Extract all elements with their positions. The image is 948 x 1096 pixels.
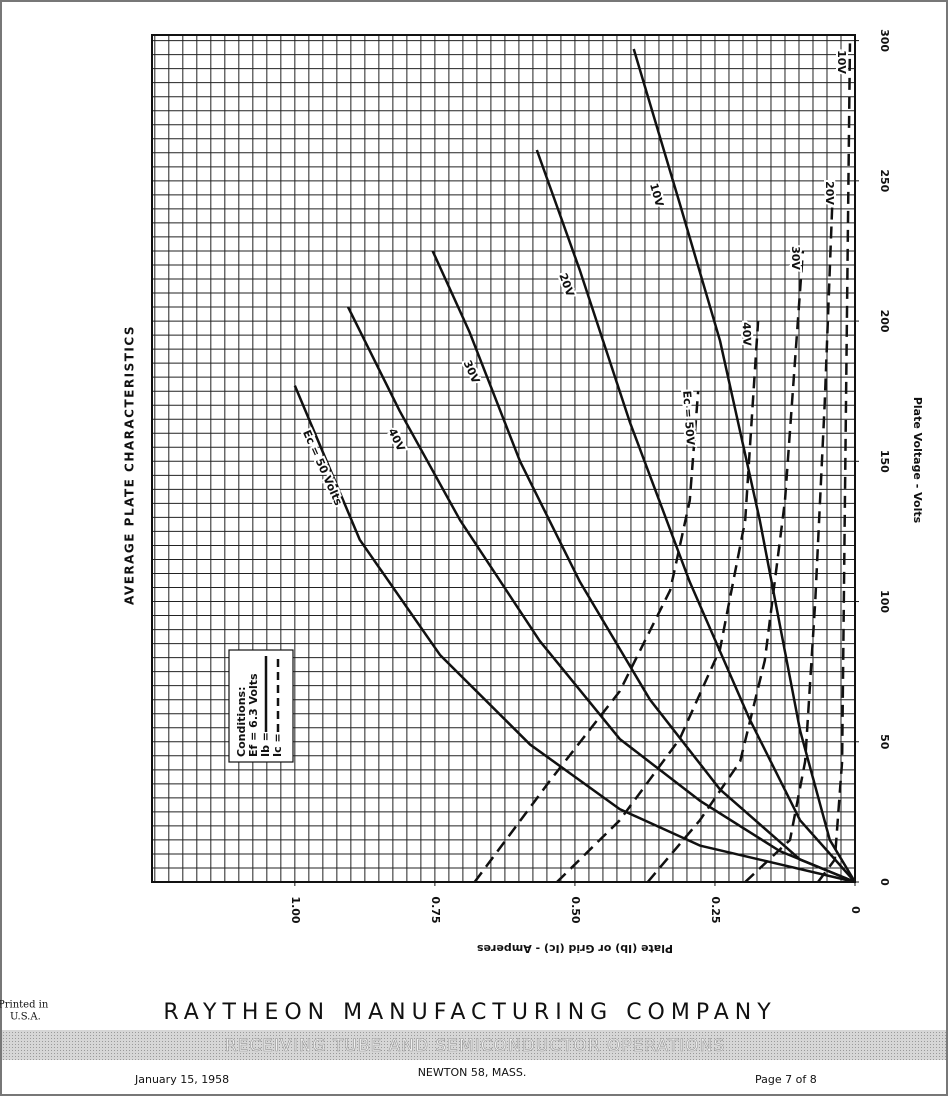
conditions-ib: Ib = xyxy=(259,732,272,757)
location: NEWTON 58, MASS. xyxy=(418,1066,527,1079)
curve xyxy=(535,149,856,883)
conditions-ef: Ef = 6.3 Volts xyxy=(247,673,260,757)
y-tick-label: 150 xyxy=(878,450,891,473)
y-axis-title: Plate Voltage - Volts xyxy=(911,397,924,524)
y-tick-label: 0 xyxy=(878,878,891,886)
division-banner xyxy=(2,1030,946,1060)
chart: 0 0.25 0.50 0.75 1.00 0 50 100 150 200 250 300 Ec = … xyxy=(151,29,891,924)
chart-title: AVERAGE PLATE CHARACTERISTICS xyxy=(123,325,137,605)
y-tick-label: 200 xyxy=(878,310,891,333)
curve-label: 10V xyxy=(835,50,848,74)
printed-in: Printed in xyxy=(0,1000,49,1011)
y-tick-label: 250 xyxy=(878,169,891,192)
curve xyxy=(632,48,857,883)
curve xyxy=(293,385,856,884)
curve xyxy=(556,320,760,883)
curve-label: 40V xyxy=(740,322,754,347)
curve xyxy=(744,180,835,883)
curve xyxy=(817,43,852,883)
x-tick-label: 0.25 xyxy=(709,896,722,923)
x-tick-label: 1.00 xyxy=(289,896,302,923)
curve xyxy=(431,250,856,884)
company-name: RAYTHEON MANUFACTURING COMPANY xyxy=(163,1000,776,1025)
x-axis-title: Plate (Ib) or Grid (Ic) - Amperes xyxy=(477,942,673,955)
curve-label: 30V xyxy=(789,246,802,270)
y-tick-label: 50 xyxy=(878,734,891,750)
conditions-frame xyxy=(228,649,294,763)
page-number: Page 7 of 8 xyxy=(755,1073,817,1086)
curve-label: Ec = 50V xyxy=(680,390,697,446)
division: RECEIVING TUBE AND SEMICONDUCTOR OPERATI… xyxy=(225,1036,725,1056)
curve xyxy=(346,306,856,884)
date: January 15, 1958 xyxy=(134,1073,229,1086)
printed-in: U.S.A. xyxy=(10,1012,41,1023)
conditions-box: Conditions: Ef = 6.3 Volts Ib = Ic = xyxy=(228,649,294,763)
curve xyxy=(646,250,805,883)
y-tick-label: 100 xyxy=(878,590,891,613)
y-tick-label: 300 xyxy=(878,29,891,52)
conditions-title: Conditions: xyxy=(235,687,248,757)
conditions-ic: Ic = xyxy=(271,733,284,757)
curve-label: 20V xyxy=(823,181,836,205)
x-tick-label: 0 xyxy=(849,906,862,914)
curve xyxy=(473,391,700,883)
x-tick-label: 0.75 xyxy=(429,896,442,923)
x-tick-label: 0.50 xyxy=(569,896,582,923)
plot-frame xyxy=(151,34,856,883)
